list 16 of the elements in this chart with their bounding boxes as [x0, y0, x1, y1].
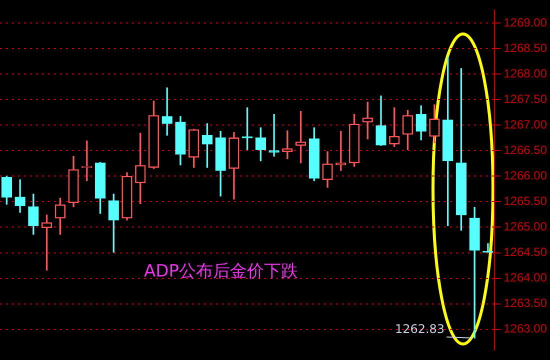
- y-tick-label: 1267.00: [504, 117, 548, 132]
- y-tick-label: 1263.50: [504, 296, 548, 310]
- y-tick-label: 1263.00: [504, 322, 548, 336]
- y-tick-label: 1268.50: [504, 40, 548, 55]
- y-tick-label: 1266.00: [504, 168, 548, 182]
- y-tick-label: 1264.00: [504, 270, 548, 285]
- y-tick-label: 1269.00: [504, 15, 548, 30]
- y-tick-label: 1267.50: [504, 92, 548, 106]
- candlestick: [469, 206, 480, 338]
- annotation: 1262.83: [394, 322, 445, 336]
- y-tick-label: 1266.50: [504, 142, 548, 157]
- y-tick-label: 1264.50: [504, 245, 548, 260]
- y-tick-label: 1265.50: [504, 194, 548, 208]
- annotation: ADP公布后金价下跌: [144, 261, 298, 282]
- y-tick-label: 1268.00: [504, 66, 548, 80]
- y-tick-label: 1265.00: [504, 220, 548, 234]
